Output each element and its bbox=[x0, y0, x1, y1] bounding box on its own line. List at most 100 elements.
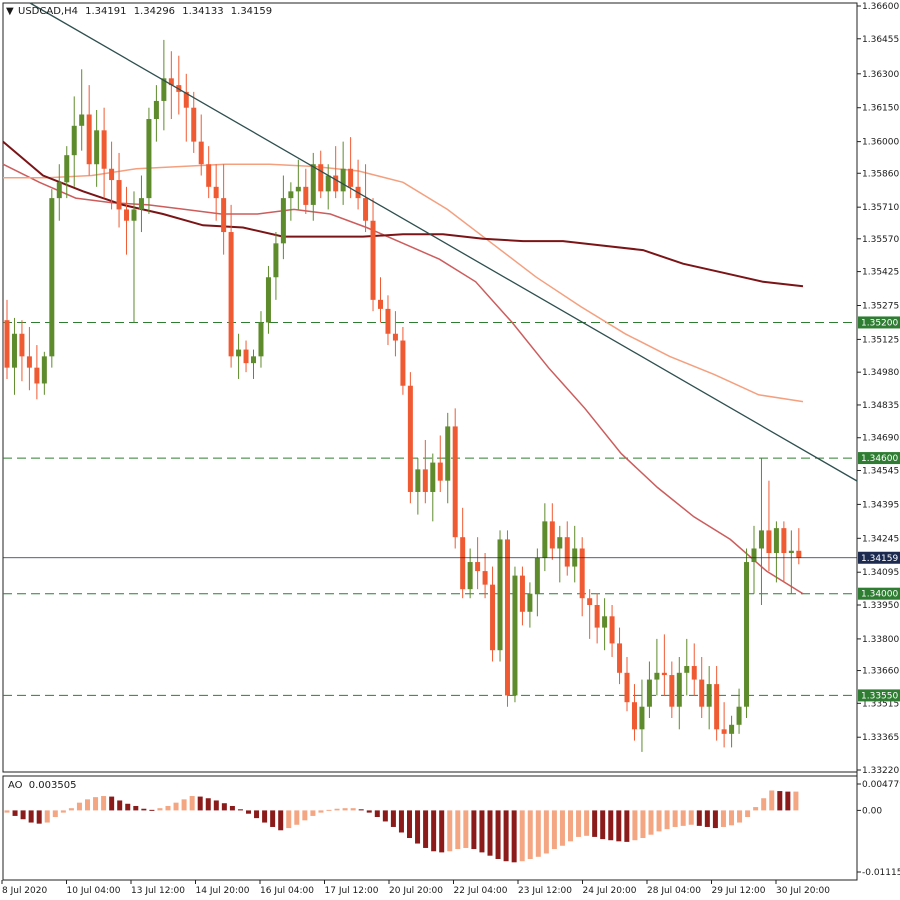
ao-bar bbox=[640, 810, 646, 839]
candle-body bbox=[243, 349, 249, 364]
candle-body bbox=[437, 462, 443, 481]
candle-body bbox=[94, 130, 100, 165]
ao-bar bbox=[415, 810, 421, 844]
candle-body bbox=[86, 114, 92, 165]
candle-body bbox=[206, 164, 212, 187]
candle-body bbox=[258, 322, 264, 357]
ao-bar bbox=[76, 802, 82, 811]
candle-body bbox=[519, 575, 525, 612]
candle-body bbox=[758, 530, 764, 549]
ao-bar bbox=[318, 810, 324, 813]
ao-bar bbox=[125, 803, 131, 811]
ao-bar bbox=[262, 810, 268, 823]
candle-body bbox=[385, 308, 391, 334]
ao-bar bbox=[286, 810, 292, 829]
level-tag-label: 1.35200 bbox=[861, 318, 898, 328]
candle-body bbox=[109, 168, 115, 181]
current-price-label: 1.34159 bbox=[861, 554, 898, 564]
candle-body bbox=[579, 548, 585, 599]
ao-bar bbox=[398, 810, 404, 833]
ao-bar bbox=[366, 810, 372, 813]
ao-bar bbox=[28, 810, 34, 823]
ao-bar bbox=[648, 810, 654, 835]
candle-body bbox=[370, 220, 376, 300]
ao-tick-label: 0.004779 bbox=[862, 780, 900, 790]
price-tick-label: 1.34690 bbox=[862, 434, 899, 444]
candle-body bbox=[56, 182, 62, 199]
ao-bar bbox=[624, 810, 630, 842]
candle-body bbox=[34, 367, 40, 384]
horizontal-levels bbox=[3, 321, 857, 696]
candle-body bbox=[684, 666, 690, 673]
ao-bar bbox=[777, 791, 783, 811]
ao-bar bbox=[85, 799, 90, 811]
candle-body bbox=[400, 340, 406, 386]
ao-bar bbox=[487, 810, 493, 856]
price-panel[interactable] bbox=[2, 2, 858, 752]
ao-bar bbox=[769, 790, 775, 811]
header-open: 1.34191 bbox=[85, 6, 126, 17]
price-tick-label: 1.35275 bbox=[862, 301, 899, 311]
price-tick-label: 1.34545 bbox=[862, 467, 899, 477]
ao-bar bbox=[310, 810, 316, 816]
candle-body bbox=[699, 679, 705, 707]
candle-body bbox=[363, 198, 369, 221]
ao-bar bbox=[447, 810, 453, 852]
ao-bar bbox=[656, 810, 662, 832]
candle-body bbox=[549, 521, 555, 549]
time-tick-label: 13 Jul 12:00 bbox=[131, 886, 185, 896]
candle-body bbox=[325, 175, 331, 192]
candle-body bbox=[587, 598, 593, 605]
ao-bar bbox=[737, 810, 743, 823]
price-tick-label: 1.34245 bbox=[862, 534, 899, 544]
candle-body bbox=[788, 550, 794, 554]
ao-bar bbox=[576, 810, 582, 837]
ao-bar bbox=[495, 810, 501, 860]
candle-body bbox=[378, 299, 383, 309]
ao-bar bbox=[4, 810, 10, 813]
candle-body bbox=[116, 180, 122, 210]
price-tick-label: 1.36000 bbox=[862, 138, 899, 148]
ao-bar bbox=[761, 798, 767, 811]
ma-slow-line bbox=[2, 140, 804, 288]
time-tick-label: 17 Jul 12:00 bbox=[325, 886, 379, 896]
candle-body bbox=[512, 575, 518, 696]
candle-body bbox=[691, 666, 697, 680]
ao-bar bbox=[133, 805, 139, 811]
price-tick-label: 1.35570 bbox=[862, 235, 899, 245]
candle-body bbox=[26, 356, 32, 368]
header-arrow-icon[interactable]: ▼ bbox=[6, 6, 14, 17]
ao-axis: 0.004779 0.00 -0.011153 bbox=[857, 780, 900, 878]
ao-bar bbox=[36, 810, 42, 824]
candle-body bbox=[64, 155, 70, 183]
candle-body bbox=[430, 462, 436, 492]
candle-body bbox=[41, 356, 47, 384]
price-axis[interactable]: 1.36600 1.36455 1.36300 1.36150 1.36000 1.358… bbox=[857, 2, 899, 776]
candle-body bbox=[392, 333, 398, 341]
candle-body bbox=[49, 198, 55, 357]
ao-bar bbox=[672, 810, 678, 827]
trendline[interactable] bbox=[29, 2, 858, 482]
price-tick-label: 1.33660 bbox=[862, 667, 899, 677]
candle-body bbox=[251, 356, 257, 364]
ao-bar bbox=[326, 809, 332, 811]
ao-bar bbox=[189, 796, 195, 811]
price-tick-label: 1.36455 bbox=[862, 35, 899, 45]
candle-body bbox=[295, 186, 301, 192]
candle-body bbox=[542, 521, 548, 558]
time-tick-label: 24 Jul 20:00 bbox=[583, 886, 637, 896]
ao-bar bbox=[12, 810, 18, 816]
candle-body bbox=[153, 100, 159, 120]
ma-fast-line bbox=[2, 163, 804, 595]
time-tick-label: 29 Jul 12:00 bbox=[712, 886, 766, 896]
ao-bar bbox=[479, 810, 485, 853]
candle-body bbox=[280, 198, 286, 244]
ao-bar bbox=[117, 800, 123, 811]
ao-panel[interactable] bbox=[4, 790, 799, 863]
candle-body bbox=[445, 426, 451, 481]
time-axis[interactable]: 8 Jul 2020 10 Jul 04:00 13 Jul 12:00 14 Jul… bbox=[1, 880, 830, 896]
ao-bar bbox=[519, 810, 525, 862]
header-close: 1.34159 bbox=[231, 6, 272, 17]
price-tick-label: 1.33220 bbox=[862, 766, 899, 776]
